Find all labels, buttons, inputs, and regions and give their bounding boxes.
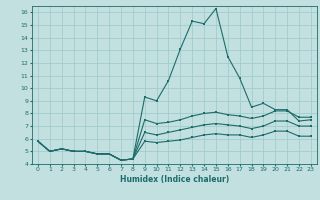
X-axis label: Humidex (Indice chaleur): Humidex (Indice chaleur) xyxy=(120,175,229,184)
